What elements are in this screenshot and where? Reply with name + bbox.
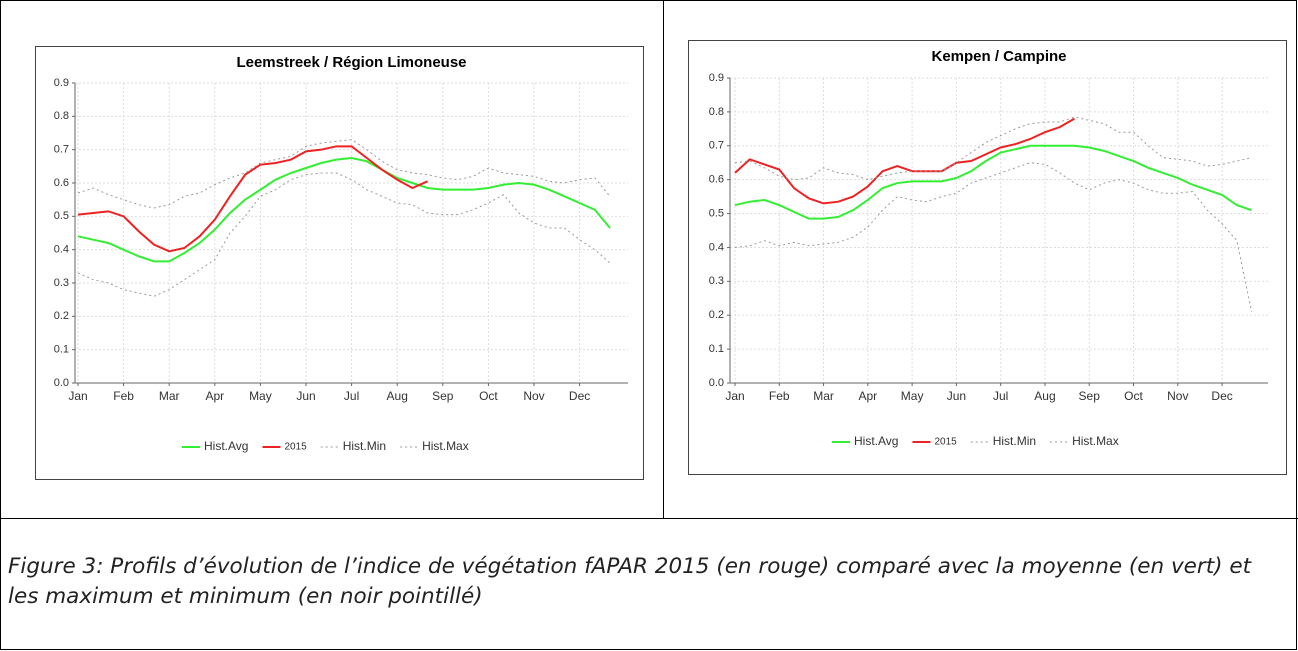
x-tick-label: Dec [569, 389, 590, 403]
series-line [734, 117, 1075, 205]
x-tick-label: May [249, 389, 272, 403]
x-tick-label: Apr [858, 389, 877, 403]
y-tick-label: 0.3 [54, 277, 69, 289]
series-line [77, 145, 429, 253]
x-tick-label: Apr [205, 389, 224, 403]
y-tick-label: 0.6 [709, 174, 724, 186]
y-tick-label: 0.5 [709, 207, 724, 219]
x-tick-label: Aug [387, 389, 408, 403]
y-tick-label: 0.3 [709, 275, 724, 287]
x-tick-label: Jul [344, 389, 359, 403]
series-line [77, 139, 611, 209]
chart-frame [35, 46, 644, 480]
y-tick-label: 0.1 [709, 343, 724, 355]
legend-label: 2015 [284, 442, 307, 453]
x-tick-label: Oct [479, 389, 498, 403]
y-tick-label: 0.7 [709, 140, 724, 152]
y-tick-label: 0.0 [709, 377, 724, 389]
y-tick-label: 0.9 [54, 77, 69, 89]
x-tick-label: Sep [432, 389, 454, 403]
x-tick-label: Jun [296, 389, 315, 403]
chart-frame [688, 40, 1287, 475]
legend-label: Hist.Max [422, 439, 469, 453]
x-tick-label: Oct [1124, 389, 1143, 403]
x-tick-label: Jan [725, 389, 744, 403]
x-tick-label: May [901, 389, 924, 403]
x-tick-label: Feb [113, 389, 134, 403]
chart-title: Kempen / Campine [931, 48, 1066, 65]
chart-title: Leemstreek / Région Limoneuse [236, 54, 466, 71]
series-line [734, 144, 1252, 220]
series-line [77, 156, 611, 263]
legend-label: Hist.Avg [854, 434, 898, 448]
series-line [734, 116, 1252, 181]
y-tick-label: 0.2 [709, 309, 724, 321]
x-tick-label: Sep [1079, 389, 1101, 403]
legend-label: Hist.Min [343, 439, 386, 453]
y-tick-label: 0.1 [54, 344, 69, 356]
x-tick-label: Jul [993, 389, 1008, 403]
y-tick-label: 0.7 [54, 144, 69, 156]
y-tick-label: 0.8 [709, 106, 724, 118]
legend-label: Hist.Max [1072, 434, 1119, 448]
x-tick-label: Mar [159, 389, 180, 403]
y-tick-label: 0.2 [54, 310, 69, 322]
legend-label: Hist.Avg [204, 439, 248, 453]
y-tick-label: 0.4 [709, 241, 724, 253]
y-tick-label: 0.0 [54, 377, 69, 389]
x-tick-label: Jan [68, 389, 87, 403]
figure-caption: Figure 3: Profils d’évolution de l’indic… [8, 554, 1252, 609]
legend-label: Hist.Min [993, 434, 1036, 448]
x-tick-label: Nov [1167, 389, 1188, 403]
y-tick-label: 0.9 [709, 72, 724, 84]
x-tick-label: Jun [947, 389, 966, 403]
x-tick-label: Mar [813, 389, 834, 403]
y-tick-label: 0.8 [54, 110, 69, 122]
x-tick-label: Feb [769, 389, 790, 403]
y-tick-label: 0.6 [54, 177, 69, 189]
y-tick-label: 0.5 [54, 210, 69, 222]
legend-label: 2015 [934, 437, 957, 448]
x-tick-label: Dec [1211, 389, 1232, 403]
x-tick-label: Aug [1034, 389, 1055, 403]
y-tick-label: 0.4 [54, 244, 69, 256]
x-tick-label: Nov [523, 389, 544, 403]
